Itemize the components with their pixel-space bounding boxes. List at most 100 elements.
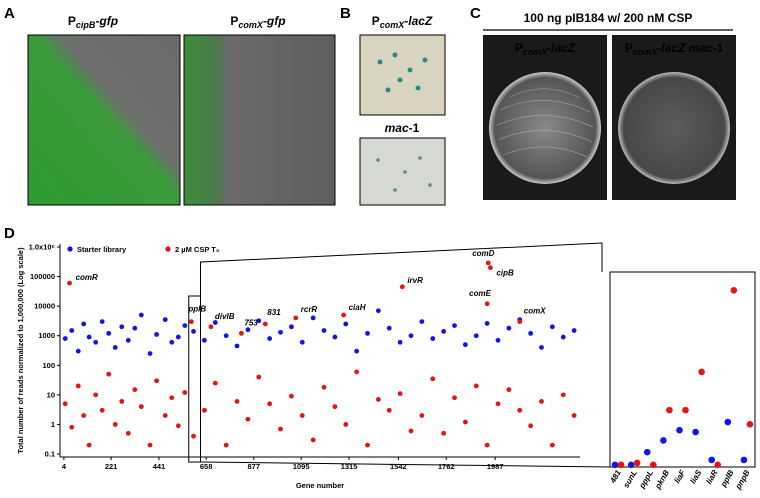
point [441, 430, 447, 436]
point [299, 413, 305, 418]
point [86, 442, 92, 448]
x-tick-label: 1987 [487, 462, 504, 471]
point [740, 456, 748, 464]
point [212, 320, 218, 325]
point [375, 308, 381, 314]
point [182, 390, 188, 395]
point [191, 433, 196, 439]
point [132, 325, 138, 331]
point [75, 383, 81, 389]
streaks [496, 88, 594, 158]
annotated-point [188, 319, 194, 325]
point [666, 406, 673, 414]
legend-marker [165, 246, 171, 252]
point [81, 413, 87, 418]
point [223, 333, 229, 339]
point [386, 407, 392, 413]
point [93, 392, 99, 398]
point [93, 339, 99, 345]
image-title: PcomX-lacZ [372, 14, 433, 30]
point [310, 315, 316, 321]
x-tick-label: 1542 [390, 462, 407, 471]
y-tick-label: 100 [42, 361, 55, 370]
point [660, 437, 667, 444]
point [528, 423, 534, 429]
point [106, 371, 112, 377]
point [484, 321, 490, 326]
point [234, 343, 240, 349]
point [397, 339, 403, 345]
point [147, 442, 153, 448]
panel-label: A [4, 5, 15, 22]
image-title: PcomX-gfp [230, 14, 285, 30]
point [452, 323, 457, 328]
microscopy-image [183, 34, 336, 206]
point [332, 334, 338, 340]
point [119, 324, 125, 330]
legend-label: 2 µM CSP T₅ [175, 245, 220, 254]
point [182, 323, 188, 328]
point [397, 391, 403, 397]
annotation: irvR [407, 276, 423, 285]
point [430, 376, 436, 382]
point [69, 424, 75, 430]
point [154, 378, 159, 384]
point [354, 369, 360, 375]
point [162, 317, 168, 323]
x-tick-label: liaF [673, 468, 688, 485]
inset-frame [609, 271, 756, 468]
point [212, 380, 218, 386]
x-axis-label: Gene number [296, 481, 344, 490]
x-tick-label: 441 [153, 462, 166, 471]
annotation: ciaH [349, 303, 366, 312]
point [539, 399, 544, 404]
zoom-box [188, 295, 201, 463]
point [321, 328, 327, 333]
point [289, 393, 294, 399]
image-title: PcomX-lacZ [515, 41, 576, 57]
point [81, 321, 87, 327]
image-title: PcomX-lacZ mac-1 [625, 41, 724, 57]
annotated-point [208, 324, 214, 330]
y-tick-label: 0.1 [45, 450, 55, 459]
annotation: cipB [496, 269, 514, 278]
point [617, 461, 625, 469]
annotation: comR [76, 273, 98, 282]
point [419, 319, 425, 325]
point [462, 419, 468, 425]
point [627, 461, 635, 469]
point [343, 321, 349, 327]
point [365, 442, 370, 448]
x-tick-label: pppL [637, 468, 655, 490]
annotation: divIB [215, 312, 235, 321]
point [175, 334, 181, 340]
point [730, 287, 738, 294]
point [643, 448, 651, 456]
chart: 0.1 1 10 100 1000 10000 100000 1.0x10⁶ 4 221 441 65… [16, 242, 756, 492]
point [191, 328, 196, 334]
point [484, 442, 490, 448]
point [708, 456, 716, 464]
x-tick-label: 4 [62, 462, 67, 471]
panel-title: 100 ng pIB184 w/ 200 nM CSP [524, 11, 693, 25]
point [132, 387, 138, 393]
point [147, 351, 153, 356]
point [746, 421, 754, 428]
point [549, 324, 555, 330]
point [138, 404, 144, 410]
point [299, 339, 305, 345]
point [234, 399, 240, 404]
point [112, 345, 118, 350]
point [154, 332, 159, 337]
point [169, 339, 175, 345]
point [245, 416, 251, 422]
annotation: rcrR [301, 305, 318, 314]
panel-label: B [340, 5, 351, 22]
point [99, 407, 105, 413]
point [441, 328, 447, 334]
y-tick-label: 10000 [34, 302, 55, 311]
y-tick-label: 10 [47, 390, 55, 399]
point [473, 333, 479, 339]
point [375, 397, 381, 402]
